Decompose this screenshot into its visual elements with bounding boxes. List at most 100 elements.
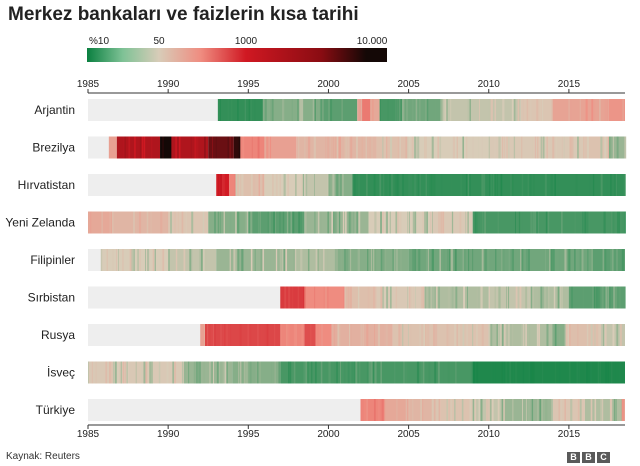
heat-stripe	[461, 399, 464, 421]
heat-stripe	[334, 249, 337, 271]
heat-stripe	[390, 136, 393, 159]
heat-segment	[336, 249, 409, 271]
heat-stripe	[496, 174, 498, 196]
heat-stripe	[412, 211, 415, 234]
heat-stripe	[435, 136, 437, 159]
heat-stripe	[365, 174, 368, 196]
heat-stripe	[212, 136, 213, 159]
heat-segment	[370, 99, 380, 121]
heat-stripe	[413, 286, 415, 309]
heat-stripe	[540, 286, 543, 309]
heat-stripe	[380, 361, 382, 384]
heat-stripe	[446, 399, 448, 421]
heat-stripe	[320, 99, 322, 121]
heat-stripe	[280, 324, 282, 346]
heat-stripe	[226, 361, 228, 384]
heat-stripe	[220, 174, 223, 196]
heat-stripe	[409, 324, 412, 346]
heat-stripe	[334, 136, 337, 159]
heat-stripe	[521, 324, 524, 346]
legend-label: 10.000	[357, 36, 388, 47]
heat-stripe	[545, 399, 548, 421]
heat-stripe	[612, 249, 614, 271]
heat-stripe	[317, 324, 319, 346]
heat-stripe	[255, 361, 258, 384]
heat-stripe	[438, 286, 441, 309]
heat-stripe	[284, 211, 287, 234]
heat-stripe	[499, 399, 502, 421]
heat-stripe	[584, 361, 587, 384]
heat-stripe	[458, 324, 460, 346]
heat-stripe	[402, 174, 404, 196]
heat-stripe	[515, 361, 518, 384]
heat-stripe	[341, 99, 343, 121]
heat-segment	[608, 99, 625, 121]
heat-stripe	[496, 324, 499, 346]
heat-stripe	[185, 211, 187, 234]
heat-segment	[408, 136, 489, 159]
heat-stripe	[226, 324, 228, 346]
heat-stripe	[286, 324, 288, 346]
heat-stripe	[314, 286, 316, 309]
heat-stripe	[300, 211, 302, 234]
heat-stripe	[381, 211, 385, 234]
heat-stripe	[282, 286, 284, 309]
heat-stripe	[100, 249, 103, 271]
heat-stripe	[307, 249, 310, 271]
heat-stripe	[233, 249, 235, 271]
heat-stripe	[390, 174, 394, 196]
heat-stripe	[568, 249, 571, 271]
heat-stripe	[339, 361, 342, 384]
heat-stripe	[349, 249, 352, 271]
heat-segment	[472, 361, 625, 384]
heat-stripe	[141, 136, 144, 159]
heat-stripe	[163, 136, 166, 159]
heat-stripe	[370, 324, 372, 346]
heat-stripe	[423, 136, 426, 159]
heat-stripe	[367, 249, 369, 271]
heat-stripe	[412, 249, 414, 271]
heat-stripe	[420, 399, 423, 421]
heat-stripe	[275, 249, 278, 271]
heat-stripe	[606, 174, 608, 196]
heat-stripe	[469, 399, 472, 421]
heat-stripe	[328, 361, 331, 384]
heat-stripe	[546, 136, 548, 159]
heat-stripe	[611, 361, 613, 384]
heat-stripe	[553, 286, 556, 309]
heat-stripe	[346, 286, 348, 309]
heat-stripe	[288, 286, 291, 309]
heat-stripe	[351, 361, 353, 384]
heat-stripe	[396, 399, 398, 421]
heat-stripe	[135, 249, 137, 271]
heat-stripe	[579, 99, 581, 121]
heat-stripe	[602, 249, 605, 271]
heat-stripe	[485, 249, 487, 271]
heat-stripe	[231, 99, 233, 121]
heat-stripe	[380, 286, 383, 309]
heat-stripe	[474, 399, 477, 421]
heat-stripe	[258, 324, 260, 346]
heat-stripe	[395, 211, 398, 234]
heat-stripe	[608, 136, 610, 159]
heat-stripe	[455, 286, 458, 309]
heat-stripe	[600, 136, 603, 159]
heat-stripe	[488, 136, 490, 159]
heat-stripe	[139, 361, 141, 384]
heat-stripe	[109, 211, 112, 234]
heat-stripe	[442, 211, 445, 234]
heat-stripe	[323, 249, 325, 271]
heat-stripe	[618, 361, 621, 384]
heat-stripe	[408, 211, 410, 234]
heat-stripe	[218, 174, 220, 196]
heat-stripe	[571, 136, 574, 159]
country-label: Yeni Zelanda	[5, 216, 75, 230]
heat-stripe	[220, 324, 222, 346]
heat-stripe	[591, 99, 594, 121]
heat-stripe	[382, 286, 384, 309]
heat-stripe	[219, 211, 221, 234]
heat-stripe	[539, 399, 542, 421]
heat-stripe	[430, 211, 432, 234]
heat-stripe	[199, 361, 201, 384]
heat-stripe	[225, 174, 228, 196]
